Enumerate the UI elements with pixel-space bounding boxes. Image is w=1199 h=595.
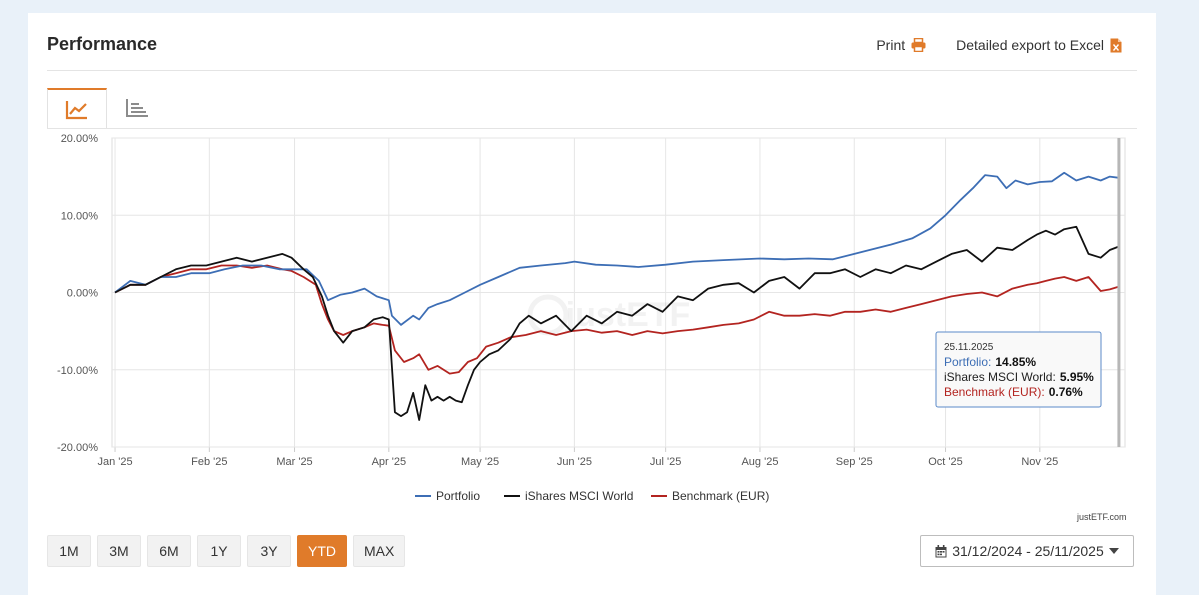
export-label: Detailed export to Excel — [956, 37, 1104, 53]
x-tick-label: Jan '25 — [97, 456, 132, 468]
date-range-picker[interactable]: 31/12/2024 - 25/11/2025 — [920, 535, 1134, 567]
watermark-logo — [527, 294, 569, 336]
legend-item-portfolio[interactable]: Portfolio — [415, 489, 480, 503]
date-range-text: 31/12/2024 - 25/11/2025 — [952, 543, 1104, 559]
tooltip-label: Portfolio: — [944, 355, 991, 369]
legend-item-ishares-msci-world[interactable]: iShares MSCI World — [504, 489, 633, 503]
range-buttons: 1M 3M 6M 1Y 3Y YTD MAX — [47, 535, 406, 567]
range-button-6m[interactable]: 6M — [147, 535, 191, 567]
legend-item-benchmark-eur[interactable]: Benchmark (EUR) — [651, 489, 769, 503]
header-actions: Print Detailed export to Excel — [876, 37, 1122, 53]
range-button-3y[interactable]: 3Y — [247, 535, 291, 567]
tooltip-label: Benchmark (EUR): — [944, 385, 1045, 399]
y-tick-label: 20.00% — [61, 133, 99, 145]
x-tick-label: Apr '25 — [372, 456, 407, 468]
x-tick-label: Oct '25 — [928, 456, 963, 468]
print-label: Print — [876, 37, 906, 53]
x-tick-label: Aug '25 — [741, 456, 778, 468]
tab-divider — [47, 128, 1137, 129]
series-line-ishares-msci-world — [114, 225, 1120, 421]
tooltip-row: Portfolio: 14.85% — [944, 355, 1036, 369]
caret-down-icon — [1108, 548, 1119, 554]
range-button-1m[interactable]: 1M — [47, 535, 91, 567]
chart-credit: justETF.com — [1077, 512, 1127, 522]
range-button-1y[interactable]: 1Y — [197, 535, 241, 567]
bar-list-icon — [126, 99, 148, 117]
range-button-max[interactable]: MAX — [353, 535, 406, 567]
tooltip-row: iShares MSCI World: 5.95% — [944, 370, 1094, 384]
line-chart-icon — [65, 100, 87, 119]
range-button-3m[interactable]: 3M — [97, 535, 141, 567]
x-tick-label: May '25 — [461, 456, 499, 468]
page-title: Performance — [47, 34, 158, 54]
x-tick-label: Feb '25 — [191, 456, 227, 468]
tooltip-value: 0.76% — [1049, 385, 1083, 399]
y-tick-label: 0.00% — [67, 288, 98, 300]
legend-label: Benchmark (EUR) — [672, 489, 769, 503]
printer-icon — [911, 38, 926, 52]
y-tick-label: -10.00% — [57, 365, 98, 377]
legend-label: iShares MSCI World — [525, 489, 633, 503]
series-line-benchmark-eur — [114, 264, 1120, 375]
tooltip-value: 14.85% — [995, 355, 1036, 369]
x-tick-label: Jun '25 — [557, 456, 592, 468]
tooltip-row: Benchmark (EUR): 0.76% — [944, 385, 1083, 399]
tooltip-date: 25.11.2025 — [944, 342, 994, 353]
performance-card: Performance Print Detailed export to Exc… — [28, 13, 1156, 595]
x-tick-label: Jul '25 — [650, 456, 681, 468]
series-line-portfolio — [114, 171, 1120, 326]
x-tick-label: Nov '25 — [1021, 456, 1058, 468]
excel-file-icon — [1110, 38, 1122, 52]
performance-chart: Jan '25 Feb '25 Mar '25 Apr '25 May '25 Jun '… — [57, 133, 1126, 503]
tooltip-label: iShares MSCI World: — [944, 370, 1056, 384]
tooltip-value: 5.95% — [1060, 370, 1094, 384]
header-divider — [47, 70, 1137, 71]
x-tick-label: Sep '25 — [836, 456, 873, 468]
y-tick-label: 10.00% — [61, 210, 99, 222]
tab-line-chart[interactable] — [47, 88, 107, 129]
print-button[interactable]: Print — [876, 37, 926, 53]
legend-label: Portfolio — [436, 489, 480, 503]
tab-table-view[interactable] — [108, 88, 166, 128]
calendar-icon — [935, 544, 947, 557]
tooltip: 25.11.2025 Portfolio: 14.85%iShares MSCI W… — [935, 331, 1102, 408]
tooltip-box — [935, 331, 1102, 408]
export-excel-button[interactable]: Detailed export to Excel — [956, 37, 1122, 53]
x-tick-label: Mar '25 — [276, 456, 312, 468]
range-button-ytd[interactable]: YTD — [297, 535, 347, 567]
y-tick-label: -20.00% — [57, 442, 98, 454]
